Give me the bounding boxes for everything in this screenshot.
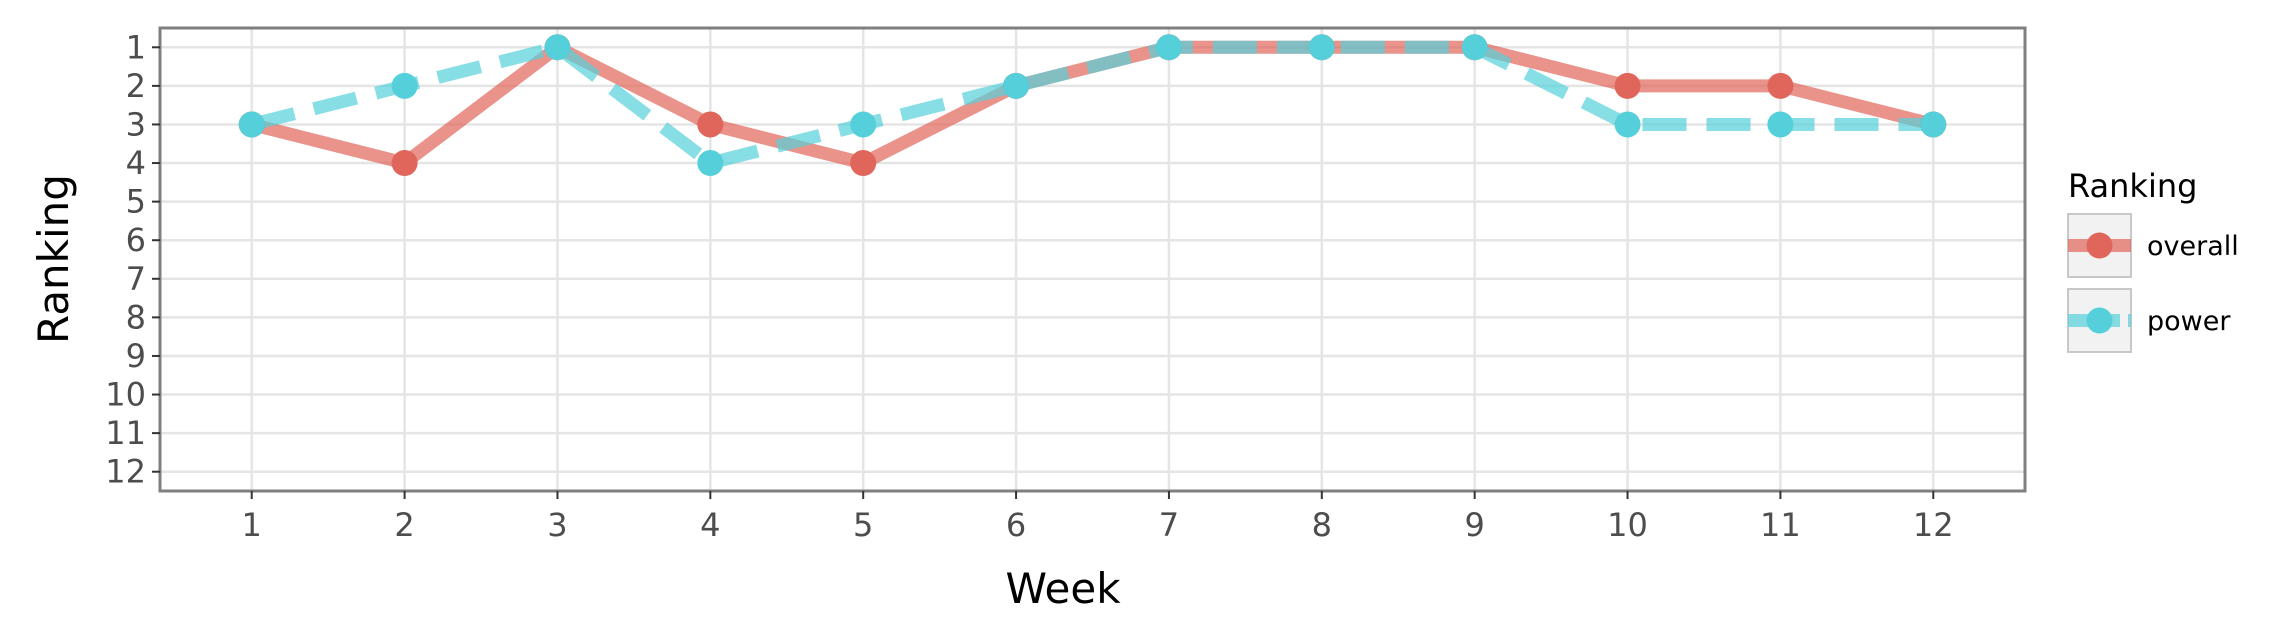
y-tick-label: 9 <box>126 337 146 375</box>
data-point-overall <box>850 150 877 177</box>
y-tick-label: 2 <box>126 67 146 105</box>
legend-label: overall <box>2147 231 2239 262</box>
data-point-power <box>1920 111 1947 138</box>
series-lines <box>250 40 1935 170</box>
data-point-power <box>1614 111 1641 138</box>
x-tick-label: 4 <box>700 506 720 544</box>
data-point-power <box>1461 34 1488 61</box>
y-axis-title: Ranking <box>29 174 78 344</box>
x-tick-label: 8 <box>1312 506 1332 544</box>
x-tick-label: 11 <box>1760 506 1801 544</box>
y-tick-label: 12 <box>105 453 146 491</box>
y-tick-label: 10 <box>105 376 146 414</box>
x-tick-label: 12 <box>1913 506 1954 544</box>
x-tick-label: 7 <box>1159 506 1179 544</box>
legend-label: power <box>2147 306 2231 337</box>
x-tick-label: 2 <box>394 506 414 544</box>
plot-background <box>160 28 2025 491</box>
data-point-overall <box>1767 72 1794 99</box>
data-point-power <box>850 111 877 138</box>
legend-item-overall: overall <box>2067 213 2239 278</box>
data-point-power <box>697 150 724 177</box>
data-point-overall <box>391 150 418 177</box>
data-point-power <box>1003 72 1030 99</box>
y-tick-label: 3 <box>126 105 146 143</box>
legend-title: Ranking <box>2068 167 2197 205</box>
data-point-power <box>238 111 265 138</box>
legend-item-power: power <box>2067 288 2231 353</box>
data-point-overall <box>1614 72 1641 99</box>
y-tick-label: 5 <box>126 183 146 221</box>
data-point-power <box>1767 111 1794 138</box>
y-tick-label: 6 <box>126 221 146 259</box>
series-points <box>238 34 1947 177</box>
x-tick-label: 5 <box>853 506 873 544</box>
data-point-overall <box>697 111 724 138</box>
x-tick-label: 10 <box>1607 506 1648 544</box>
x-axis-title: Week <box>1005 564 1121 613</box>
y-tick-label: 4 <box>126 144 146 182</box>
data-point-power <box>1155 34 1182 61</box>
plot-border <box>158 26 2027 493</box>
data-point-power <box>1308 34 1335 61</box>
x-tick-label: 9 <box>1464 506 1484 544</box>
x-tick-label: 1 <box>242 506 262 544</box>
legend-key-point <box>2086 307 2113 334</box>
legend: Ranking overall power <box>2067 167 2239 353</box>
series-line-power <box>250 40 1934 170</box>
y-tick-label: 7 <box>126 260 146 298</box>
legend-key-point <box>2086 232 2113 259</box>
x-tick-label: 3 <box>547 506 567 544</box>
y-tick-label: 11 <box>105 414 146 452</box>
x-axis-ticks: 1 2 3 4 5 6 7 8 9 10 11 12 <box>242 491 1954 544</box>
legend-items: overall power <box>2067 213 2239 353</box>
x-tick-label: 6 <box>1006 506 1026 544</box>
y-tick-label: 1 <box>126 28 146 66</box>
data-point-power <box>544 34 571 61</box>
data-point-power <box>391 72 418 99</box>
y-tick-label: 8 <box>126 298 146 336</box>
